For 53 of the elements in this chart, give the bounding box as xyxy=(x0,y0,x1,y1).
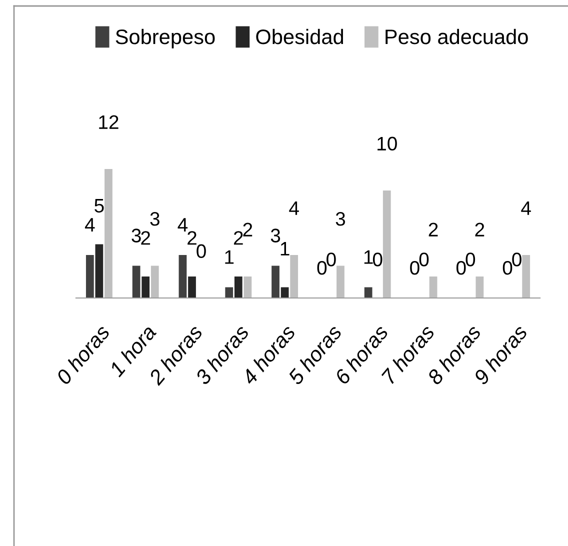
data-label: 0 xyxy=(196,244,206,258)
bar xyxy=(522,254,530,298)
bar xyxy=(234,276,242,298)
data-label: 2 xyxy=(475,222,484,236)
bar xyxy=(382,190,391,298)
data-label: 4 xyxy=(178,218,188,232)
data-label: 0 xyxy=(317,260,327,275)
bar xyxy=(280,287,289,298)
data-label: 3 xyxy=(270,228,280,242)
bar xyxy=(272,266,280,298)
legend-label: Obesidad xyxy=(256,28,344,44)
bar xyxy=(142,276,150,298)
data-label: 4 xyxy=(84,218,95,232)
data-label: 1 xyxy=(225,250,234,264)
data-label: 0 xyxy=(419,252,429,266)
bar xyxy=(150,266,159,298)
bar xyxy=(188,276,196,298)
data-label: 2 xyxy=(243,222,252,236)
data-label: 0 xyxy=(502,260,512,275)
data-label: 10 xyxy=(378,136,397,151)
bar xyxy=(86,254,94,298)
bar xyxy=(336,266,344,298)
data-label: 2 xyxy=(188,231,196,245)
data-label: 0 xyxy=(326,252,336,266)
data-label: 0 xyxy=(372,252,382,266)
data-label: 4 xyxy=(289,201,299,215)
bar xyxy=(95,244,104,298)
legend-label: Sobrepeso xyxy=(116,28,215,48)
data-label: 0 xyxy=(466,252,476,266)
data-label: 5 xyxy=(94,199,104,213)
data-label: 2 xyxy=(141,231,150,245)
bar xyxy=(225,287,234,298)
data-label: 0 xyxy=(410,260,420,275)
data-label: 3 xyxy=(132,228,141,242)
bar xyxy=(244,276,252,298)
data-label: 1 xyxy=(280,242,290,256)
data-label: 0 xyxy=(456,260,466,275)
data-label: 0 xyxy=(512,252,522,266)
bar xyxy=(364,287,372,298)
data-label: 3 xyxy=(150,212,160,226)
bar xyxy=(104,168,112,298)
legend-label: Peso adecuado xyxy=(386,28,528,44)
bar xyxy=(429,276,438,298)
bar xyxy=(178,254,187,298)
data-label: 1 xyxy=(364,250,373,264)
data-label: 2 xyxy=(428,222,438,236)
data-label: 12 xyxy=(99,115,118,129)
bar xyxy=(132,266,140,298)
data-label: 2 xyxy=(234,231,243,245)
data-label: 3 xyxy=(336,212,346,226)
data-label: 4 xyxy=(521,201,531,215)
bar xyxy=(290,254,298,298)
bar xyxy=(476,276,484,298)
